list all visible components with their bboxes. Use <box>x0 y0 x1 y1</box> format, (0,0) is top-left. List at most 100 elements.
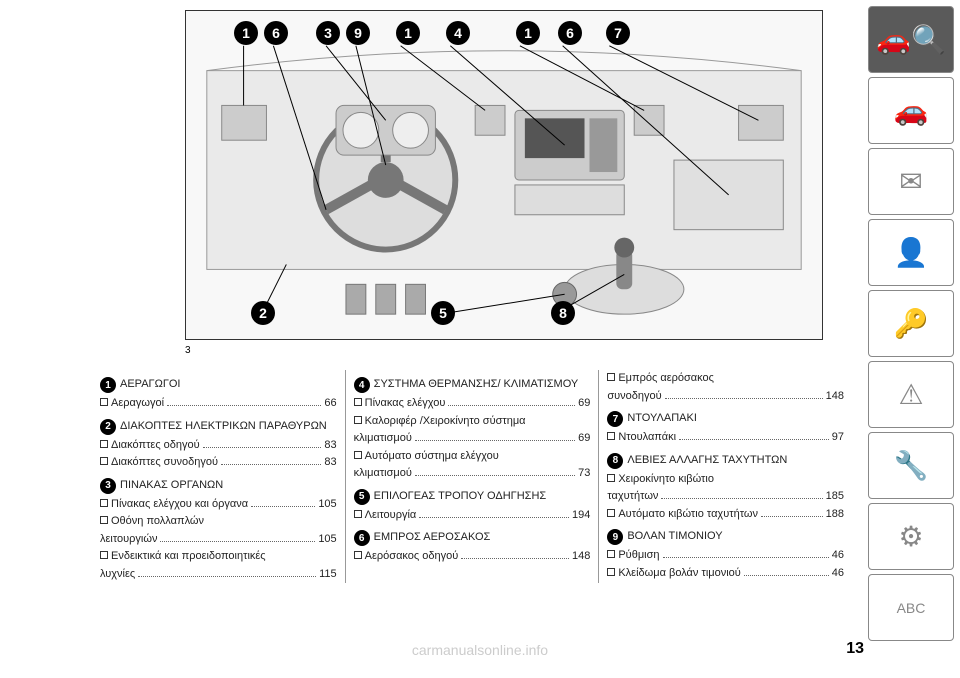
bullet-box-icon <box>354 510 362 518</box>
toc-item-continuation: κλιματισμού73 <box>354 465 591 482</box>
toc-label: λυχνίες <box>100 566 135 583</box>
leader-dots <box>138 576 316 577</box>
section-heading: 7ΝΤΟΥΛΑΠΑΚΙ <box>607 410 844 427</box>
toc-item: Αυτόματο κιβώτιο ταχυτήτων 188 <box>607 506 844 523</box>
leader-dots <box>419 517 569 518</box>
section-title: ΕΠΙΛΟΓΕΑΣ ΤΡΟΠΟΥ ΟΔΗΓΗΣΗΣ <box>374 488 547 505</box>
section-number-badge: 9 <box>607 529 623 545</box>
toc-label: κλιματισμού <box>354 430 412 447</box>
content-columns: 1ΑΕΡΑΓΩΓΟΙΑεραγωγοί662ΔΙΑΚΟΠΤΕΣ ΗΛΕΚΤΡΙΚ… <box>92 370 852 583</box>
toc-item: Αερόσακος οδηγού148 <box>354 548 591 565</box>
toc-item: Διακόπτες οδηγού83 <box>100 437 337 454</box>
section-number-badge: 7 <box>607 411 623 427</box>
bullet-box-icon <box>354 398 362 406</box>
toc-label: Πίνακας ελέγχου <box>365 395 446 412</box>
toc-page: 188 <box>826 506 844 523</box>
toc-label: ταχυτήτων <box>607 488 658 505</box>
section-tabs-sidebar: 🚗🔍🚗✉👤🔑⚠🔧⚙ABC <box>868 6 954 641</box>
leader-dots <box>251 506 315 507</box>
callout-badge: 6 <box>264 21 288 45</box>
section-title: ΒΟΛΑΝ ΤΙΜΟΝΙΟΥ <box>627 528 722 545</box>
toc-item: Αεραγωγοί66 <box>100 395 337 412</box>
leader-dots <box>661 498 822 499</box>
section-number-badge: 5 <box>354 489 370 505</box>
leader-dots <box>665 398 823 399</box>
toc-item-continuation: λυχνίες115 <box>100 566 337 583</box>
info-icon[interactable]: 🚗 <box>868 77 954 144</box>
toc-item: Ρύθμιση 46 <box>607 547 844 564</box>
section-title: ΣΥΣΤΗΜΑ ΘΕΡΜΑΝΣΗΣ/ ΚΛΙΜΑΤΙΣΜΟΥ <box>374 376 579 393</box>
airbag-icon[interactable]: 👤 <box>868 219 954 286</box>
column-3: Εμπρός αερόσακοςσυνοδηγού1487ΝΤΟΥΛΑΠΑΚΙΝ… <box>598 370 852 583</box>
leader-dots <box>415 440 575 441</box>
column-1: 1ΑΕΡΑΓΩΓΟΙΑεραγωγοί662ΔΙΑΚΟΠΤΕΣ ΗΛΕΚΤΡΙΚ… <box>92 370 345 583</box>
toc-item: Πίνακας ελέγχου και όργανα105 <box>100 496 337 513</box>
toc-page: 194 <box>572 507 590 524</box>
leader-dots <box>461 558 569 559</box>
leader-dots <box>761 516 823 517</box>
toc-page: 185 <box>826 488 844 505</box>
bullet-box-icon <box>607 474 615 482</box>
leader-dots <box>448 405 575 406</box>
column-2: 4ΣΥΣΤΗΜΑ ΘΕΡΜΑΝΣΗΣ/ ΚΛΙΜΑΤΙΣΜΟΥΠίνακας ε… <box>345 370 599 583</box>
section-number-badge: 8 <box>607 453 623 469</box>
toc-label: Ρύθμιση <box>618 547 659 564</box>
index-icon[interactable]: ABC <box>868 574 954 641</box>
bullet-box-icon <box>100 440 108 448</box>
maintenance-icon[interactable]: 🔧 <box>868 432 954 499</box>
toc-label: Εμπρός αερόσακος <box>618 370 714 387</box>
toc-page: 105 <box>318 496 336 513</box>
toc-item: Καλοριφέρ /Χειροκίνητο σύστημα <box>354 413 591 430</box>
bullet-box-icon <box>354 416 362 424</box>
toc-item-continuation: ταχυτήτων 185 <box>607 488 844 505</box>
section-title: ΝΤΟΥΛΑΠΑΚΙ <box>627 410 697 427</box>
toc-page: 46 <box>832 547 844 564</box>
section-heading: 3ΠΙΝΑΚΑΣ ΟΡΓΑΝΩΝ <box>100 477 337 494</box>
section-heading: 8ΛΕΒΙΕΣ ΑΛΛΑΓΗΣ ΤΑΧΥΤΗΤΩΝ <box>607 452 844 469</box>
toc-page: 69 <box>578 395 590 412</box>
toc-page: 148 <box>572 548 590 565</box>
section-title: ΠΙΝΑΚΑΣ ΟΡΓΑΝΩΝ <box>120 477 223 494</box>
leader-dots <box>160 541 315 542</box>
callout-badge: 1 <box>516 21 540 45</box>
leader-dots <box>679 439 829 440</box>
callout-badge: 6 <box>558 21 582 45</box>
settings-icon[interactable]: ⚙ <box>868 503 954 570</box>
bullet-box-icon <box>607 509 615 517</box>
toc-label: Αεραγωγοί <box>111 395 164 412</box>
section-heading: 5ΕΠΙΛΟΓΕΑΣ ΤΡΟΠΟΥ ΟΔΗΓΗΣΗΣ <box>354 488 591 505</box>
controls-icon[interactable]: 🔑 <box>868 290 954 357</box>
toc-item: Χειροκίνητο κιβώτιο <box>607 471 844 488</box>
lights-icon[interactable]: ✉ <box>868 148 954 215</box>
section-title: ΛΕΒΙΕΣ ΑΛΛΑΓΗΣ ΤΑΧΥΤΗΤΩΝ <box>627 452 787 469</box>
bullet-box-icon <box>354 551 362 559</box>
toc-item: Εμπρός αερόσακος <box>607 370 844 387</box>
toc-page: 69 <box>578 430 590 447</box>
section-title: ΔΙΑΚΟΠΤΕΣ ΗΛΕΚΤΡΙΚΩΝ ΠΑΡΑΘΥΡΩΝ <box>120 418 327 435</box>
toc-label: Καλοριφέρ /Χειροκίνητο σύστημα <box>365 413 526 430</box>
bullet-box-icon <box>607 568 615 576</box>
callout-badge: 1 <box>234 21 258 45</box>
overview-icon[interactable]: 🚗🔍 <box>868 6 954 73</box>
section-number-badge: 3 <box>100 478 116 494</box>
bullet-box-icon <box>100 516 108 524</box>
bullet-box-icon <box>607 373 615 381</box>
warning-icon[interactable]: ⚠ <box>868 361 954 428</box>
leader-dots <box>663 557 829 558</box>
section-number-badge: 2 <box>100 419 116 435</box>
toc-item-continuation: κλιματισμού 69 <box>354 430 591 447</box>
toc-page: 105 <box>318 531 336 548</box>
section-title: ΕΜΠΡΟΣ ΑΕΡΟΣΑΚΟΣ <box>374 529 491 546</box>
bullet-box-icon <box>607 432 615 440</box>
toc-item: Κλείδωμα βολάν τιμονιού46 <box>607 565 844 582</box>
section-title: ΑΕΡΑΓΩΓΟΙ <box>120 376 180 393</box>
toc-label: Αυτόματο κιβώτιο ταχυτήτων <box>618 506 758 523</box>
toc-page: 83 <box>324 454 336 471</box>
bullet-box-icon <box>100 499 108 507</box>
toc-page: 83 <box>324 437 336 454</box>
bullet-box-icon <box>100 398 108 406</box>
toc-item: Ενδεικτικά και προειδοποιητικές <box>100 548 337 565</box>
watermark: carmanualsonline.info <box>412 642 548 658</box>
section-heading: 9ΒΟΛΑΝ ΤΙΜΟΝΙΟΥ <box>607 528 844 545</box>
toc-item: Οθόνη πολλαπλών <box>100 513 337 530</box>
